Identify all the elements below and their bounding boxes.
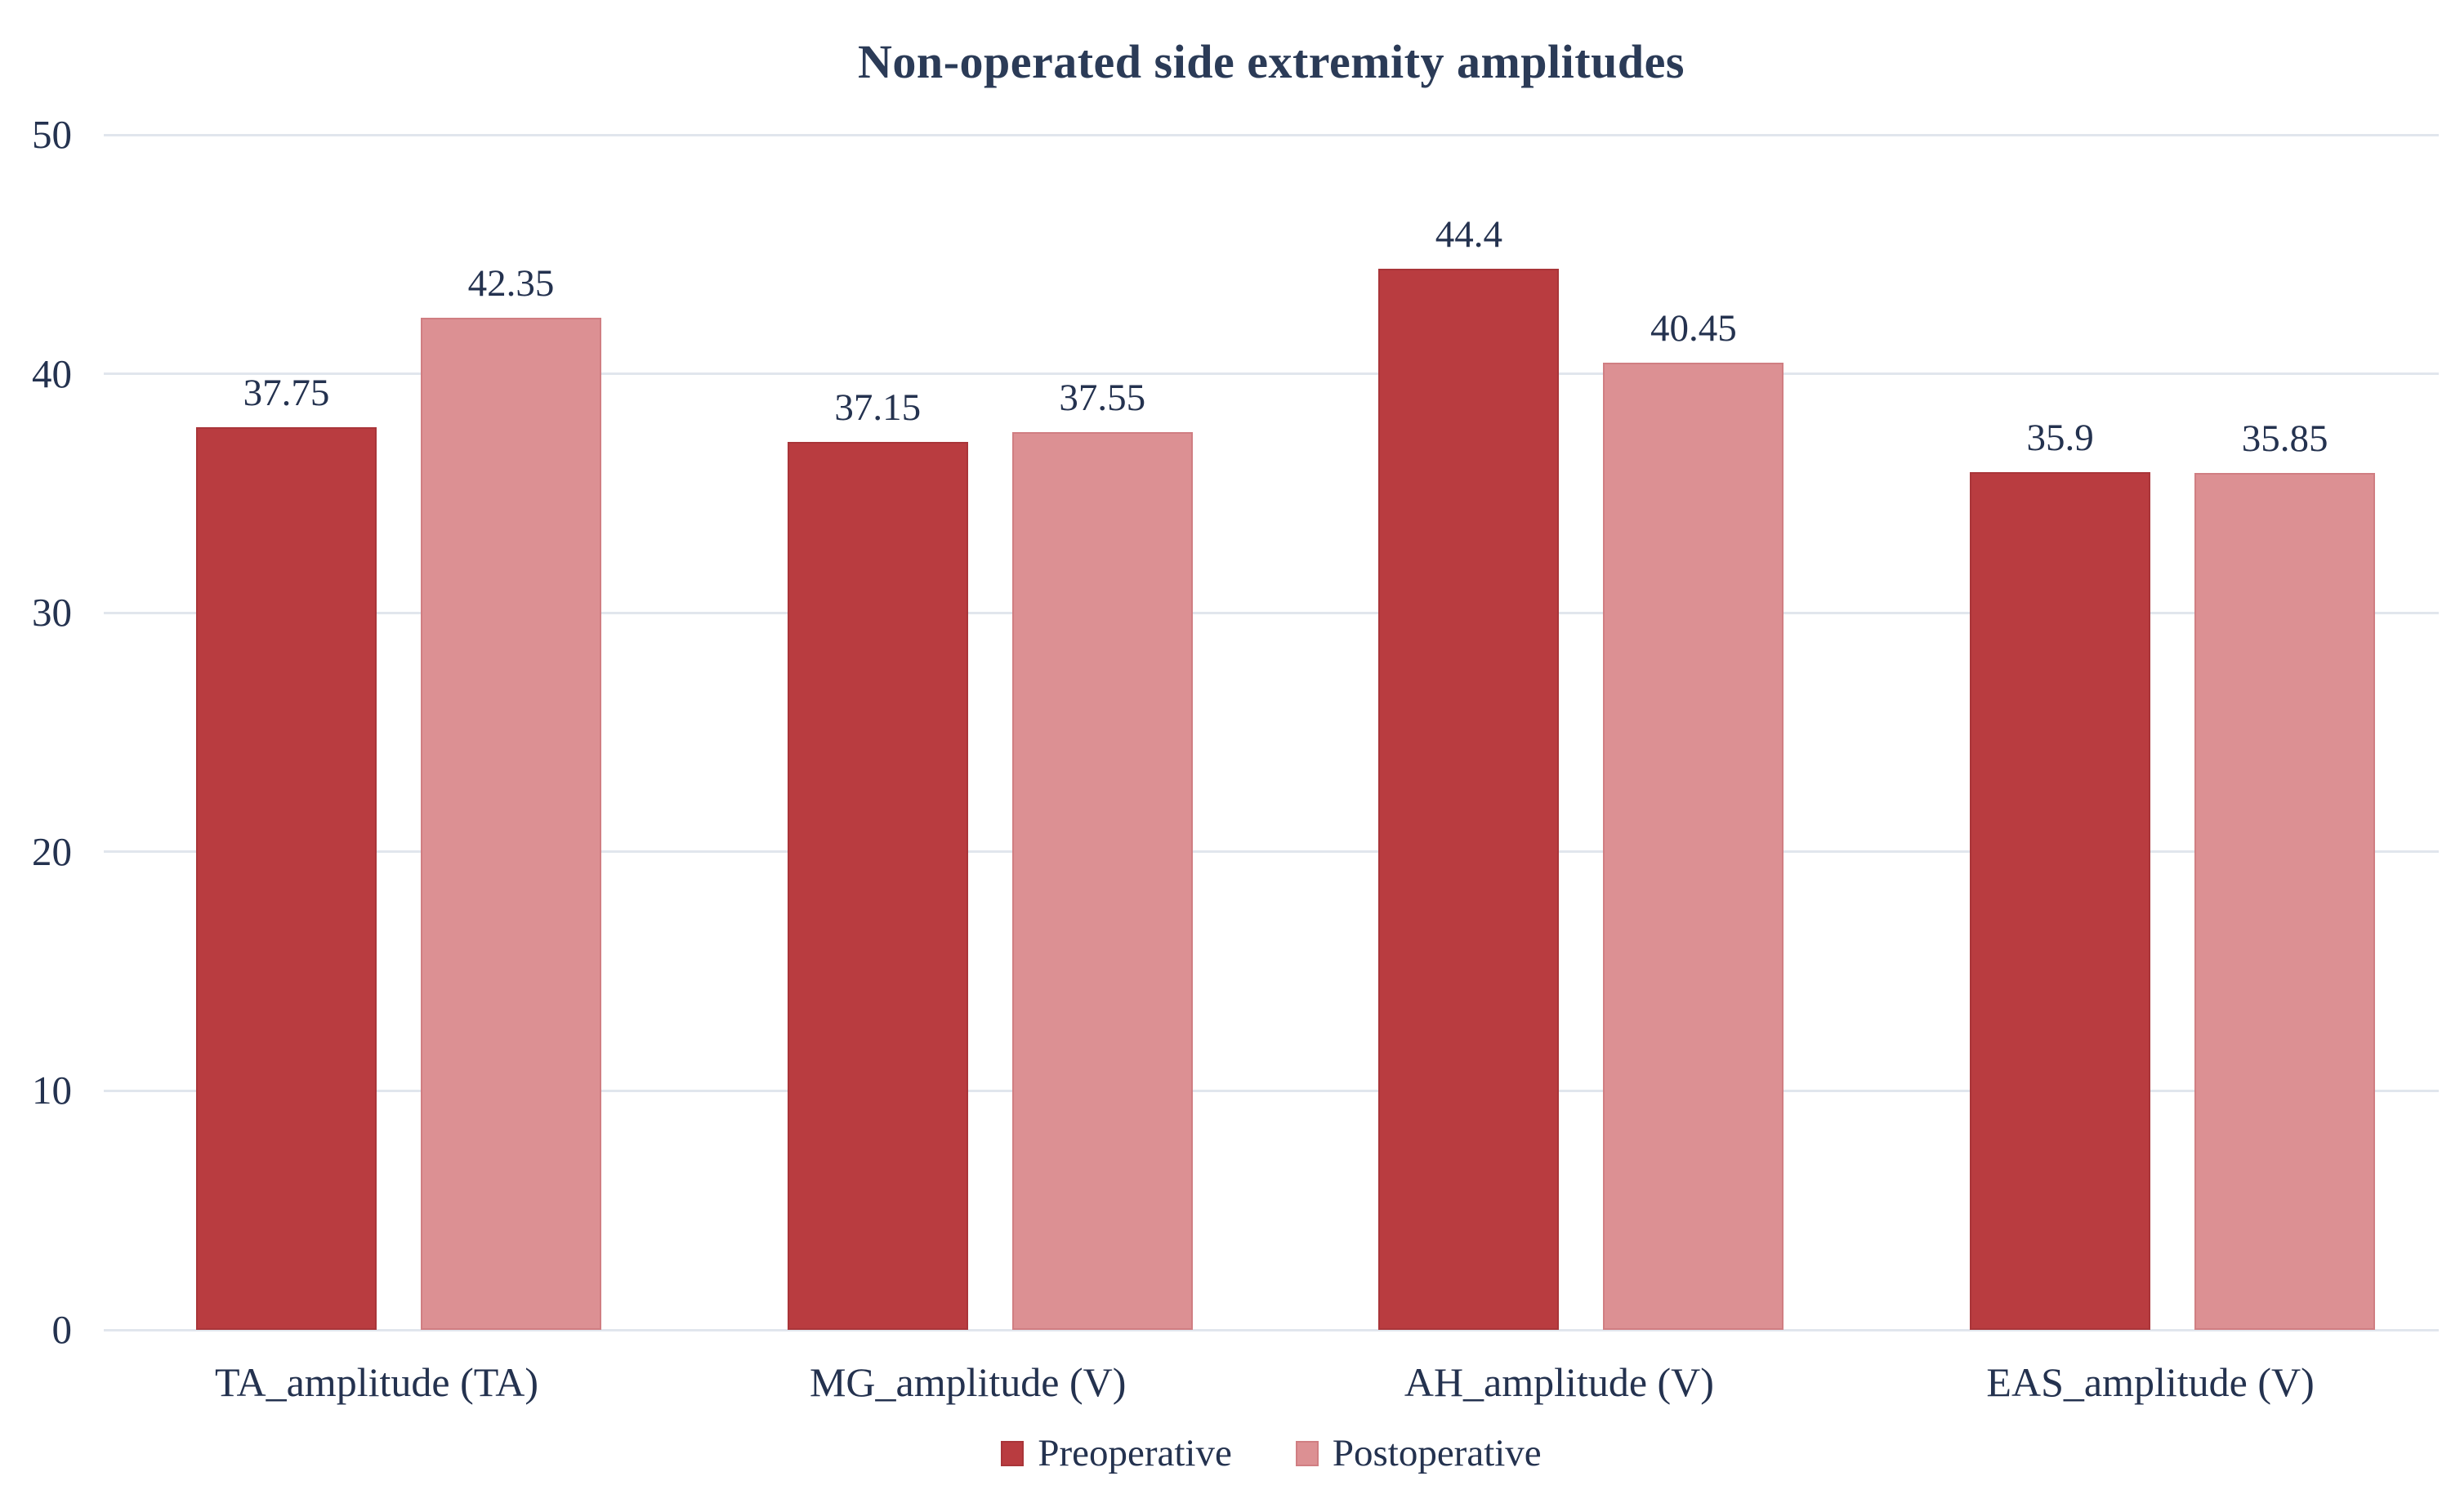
bar-value-label: 40.45 bbox=[1650, 307, 1737, 350]
legend-label: Postoperative bbox=[1332, 1432, 1542, 1474]
plot-area: 37.75 37.15 44.4 35.9 42.35 37.55 40.45 35.85 bbox=[104, 133, 2439, 1331]
bar-value-label: 35.9 bbox=[2026, 416, 2094, 459]
legend: Preoperative Postoperative bbox=[104, 1431, 2439, 1475]
bar-preoperative-2 bbox=[1378, 268, 1560, 1330]
y-axis-tick-label: 50 bbox=[32, 112, 72, 157]
legend-swatch-preoperative bbox=[1001, 1440, 1025, 1466]
x-axis-category-label: MG_amplitude (V) bbox=[809, 1359, 1127, 1405]
x-axis-category-label: AH_amplitude (V) bbox=[1404, 1359, 1714, 1405]
gridline-y40 bbox=[104, 372, 2439, 376]
bar-value-label: 37.15 bbox=[834, 386, 922, 429]
bar-postoperative-1 bbox=[1011, 432, 1193, 1330]
bar-postoperative-3 bbox=[2194, 473, 2376, 1330]
bar-preoperative-1 bbox=[787, 442, 968, 1330]
x-axis-category-label: TA_amplitude (TA) bbox=[214, 1359, 539, 1405]
y-axis-tick-label: 40 bbox=[32, 350, 72, 396]
x-axis-category-label: EAS_amplitude (V) bbox=[1986, 1359, 2315, 1405]
y-axis-tick-label: 10 bbox=[32, 1068, 72, 1113]
bar-value-label: 35.85 bbox=[2241, 417, 2328, 461]
gridline-y50 bbox=[104, 133, 2439, 136]
gridline-y0 bbox=[104, 1328, 2439, 1331]
legend-item-postoperative: Postoperative bbox=[1295, 1431, 1542, 1475]
legend-label: Preoperative bbox=[1038, 1432, 1232, 1474]
legend-item-preoperative: Preoperative bbox=[1001, 1431, 1232, 1475]
y-axis-tick-label: 20 bbox=[32, 828, 72, 874]
gridline-y20 bbox=[104, 850, 2439, 854]
gridline-y10 bbox=[104, 1089, 2439, 1092]
bar-value-label: 42.35 bbox=[467, 261, 555, 305]
bar-preoperative-3 bbox=[1970, 471, 2151, 1330]
y-axis-tick-label: 0 bbox=[51, 1307, 73, 1352]
gridline-y30 bbox=[104, 611, 2439, 614]
bar-value-label: 37.55 bbox=[1059, 377, 1146, 420]
bar-value-label: 44.4 bbox=[1435, 212, 1503, 256]
chart-title: Non-operated side extremity amplitudes bbox=[858, 35, 1685, 88]
legend-swatch-postoperative bbox=[1295, 1440, 1319, 1466]
y-axis-tick-label: 30 bbox=[32, 590, 72, 636]
bar-postoperative-0 bbox=[421, 317, 601, 1330]
bar-postoperative-2 bbox=[1603, 363, 1784, 1330]
bar-value-label: 37.75 bbox=[243, 372, 330, 415]
bar-preoperative-0 bbox=[196, 427, 377, 1330]
